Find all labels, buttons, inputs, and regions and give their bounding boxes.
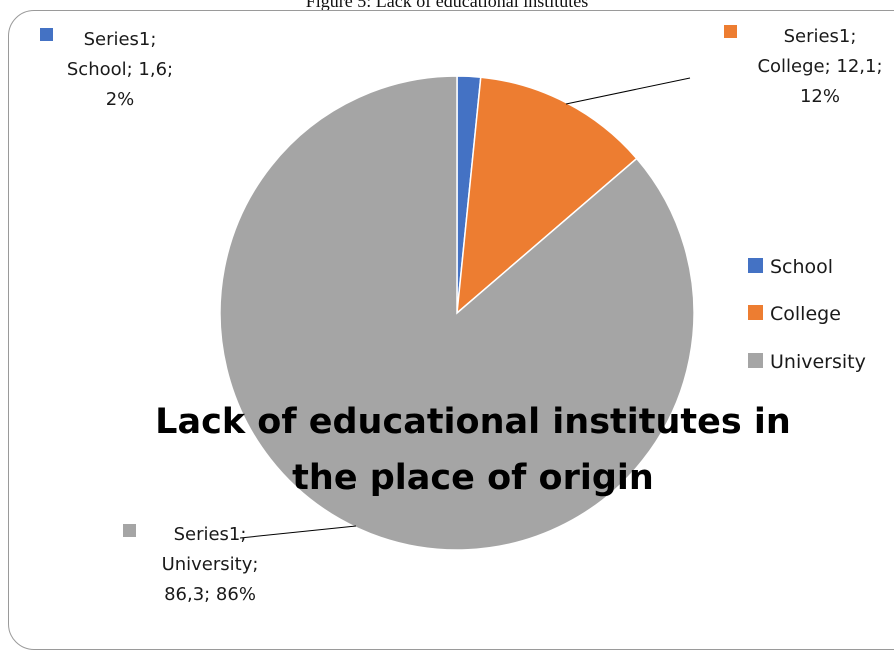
data-label-college-line-1: Series1; [784,26,857,47]
data-label-school-line-3: 2% [106,89,135,110]
legend-label-university: University [770,351,866,373]
pie-slice-college [456,76,638,315]
legend-label-college: College [770,303,841,325]
figure-caption: Figure 5: Lack of educational institutes [305,0,589,11]
data-label-college-line-3: 12% [800,86,840,107]
leader-line-university [239,525,357,539]
pie-slice-university [219,75,695,551]
data-label-school-line-2: School; 1,6; [67,59,173,80]
legend-swatch-college [748,305,763,320]
data-label-swatch-college [724,25,737,38]
data-label-college-line-2: College; 12,1; [757,56,882,77]
data-label-swatch-university [123,524,136,537]
legend-swatch-school [748,258,763,273]
data-label-university-line-1: Series1; [174,524,247,545]
pie-chart: Series1; School; 1,6; 2% Series1; College; 1… [40,25,883,605]
data-label-school-line-1: Series1; [84,29,157,50]
legend-swatch-university [748,353,763,368]
data-label-university-line-3: 86,3; 86% [164,584,256,605]
chart-title-line-2: the place of origin [292,458,654,498]
data-label-university-line-2: University; [162,554,259,575]
data-label-swatch-school [40,28,53,41]
chart-title-line-1: Lack of educational institutes in [155,402,791,442]
leader-line-college [565,77,691,105]
legend-label-school: School [770,256,833,278]
